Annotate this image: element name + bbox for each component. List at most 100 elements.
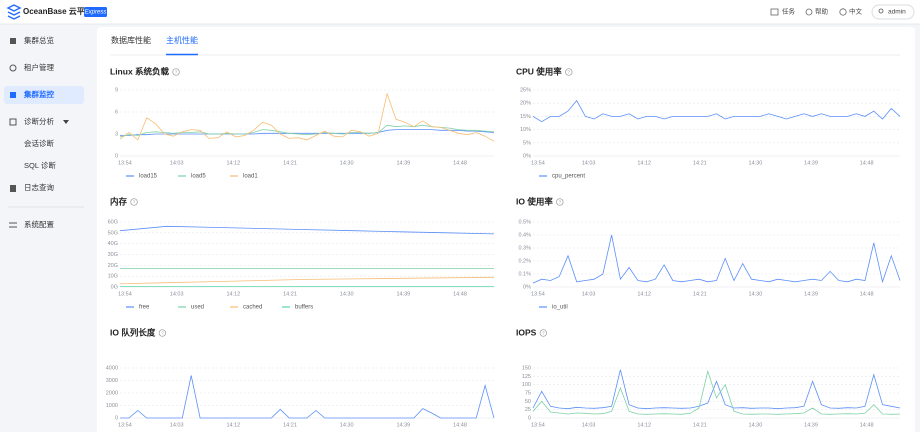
nav-item[interactable]: SQL 诊断 xyxy=(24,160,56,170)
x-tick-label: 14:12 xyxy=(637,291,651,297)
x-tick-label: 14:30 xyxy=(340,160,354,166)
x-tick-label: 14:03 xyxy=(170,291,184,297)
y-tick-label: 125 xyxy=(522,374,531,380)
chart-title: CPU 使用率 xyxy=(516,66,562,76)
help-mark: ? xyxy=(568,69,571,74)
help-icon xyxy=(158,329,166,337)
y-tick-label: 40G xyxy=(108,241,118,247)
y-tick-label: 0 xyxy=(115,153,118,159)
chart-title: Linux 系统负载 xyxy=(110,66,170,76)
nav-link[interactable]: 中文 xyxy=(849,7,863,16)
charts: Linux 系统负载 ? 0 3 6 9 13:54 14:03 14:12 14:21 14:30… xyxy=(106,66,901,428)
help-icon xyxy=(556,198,564,206)
series-line xyxy=(119,92,495,142)
badge-bg xyxy=(84,7,107,17)
x-tick-label: 13:54 xyxy=(118,291,132,297)
x-tick-label: 13:54 xyxy=(531,160,545,166)
x-tick-label: 14:03 xyxy=(170,422,184,428)
y-tick-label: 100 xyxy=(522,382,531,388)
x-tick-label: 14:30 xyxy=(749,160,763,166)
y-tick-label: 25 xyxy=(525,407,531,413)
y-tick-label: 60G xyxy=(108,219,118,225)
y-tick-label: 30G xyxy=(108,252,118,258)
y-tick-label: 0.2% xyxy=(518,258,531,264)
nav-item[interactable]: 日志查询 xyxy=(24,182,54,192)
user-icon xyxy=(878,8,884,14)
y-tick-label: 0 xyxy=(115,415,118,421)
x-tick-label: 14:30 xyxy=(340,422,354,428)
y-tick-label: 15% xyxy=(520,114,531,120)
chart-title: IO 队列长度 xyxy=(110,327,156,337)
y-tick-label: 25% xyxy=(520,87,531,93)
nav-item[interactable]: 租户管理 xyxy=(24,62,54,72)
y-tick-label: 0.3% xyxy=(518,245,531,251)
series-line xyxy=(120,375,495,419)
series-line xyxy=(532,369,901,415)
nav-link[interactable]: 帮助 xyxy=(815,7,829,16)
y-tick-label: 150 xyxy=(522,365,531,371)
x-tick-label: 14:12 xyxy=(637,422,651,428)
y-tick-label: 5% xyxy=(523,140,531,146)
icon xyxy=(9,118,17,126)
y-tick-label: 0G xyxy=(111,284,118,290)
user-name[interactable]: admin xyxy=(888,9,906,16)
nav-item[interactable]: 会话诊断 xyxy=(24,138,54,148)
user-button[interactable] xyxy=(871,4,915,20)
y-tick-label: 2000 xyxy=(106,390,118,396)
y-tick-label: 75 xyxy=(525,390,531,396)
x-tick-label: 14:39 xyxy=(396,422,410,428)
nav-link[interactable]: 任务 xyxy=(782,7,796,16)
x-tick-label: 14:12 xyxy=(226,160,240,166)
help-mark: ? xyxy=(542,330,545,335)
y-tick-label: 9 xyxy=(115,87,118,93)
x-tick-label: 14:39 xyxy=(804,422,818,428)
x-tick-label: 14:39 xyxy=(804,160,818,166)
legend-label: cpu_percent xyxy=(552,174,585,180)
x-tick-label: 13:54 xyxy=(531,422,545,428)
series-line xyxy=(532,99,901,123)
x-tick-label: 14:48 xyxy=(453,160,467,166)
nav-item[interactable]: 集群总览 xyxy=(24,35,54,45)
help-icon xyxy=(565,68,573,76)
nav-item[interactable]: 诊断分析 xyxy=(24,116,54,126)
legend-label: cached xyxy=(243,305,262,311)
y-tick-label: 4000 xyxy=(106,365,118,371)
x-tick-label: 14:03 xyxy=(582,422,596,428)
chart-title: 内存 xyxy=(110,196,128,206)
series-line xyxy=(120,129,495,136)
nav-item[interactable]: 系统配置 xyxy=(24,219,54,229)
nav-item[interactable]: 集群监控 xyxy=(23,89,54,99)
tab-active[interactable]: 主机性能 xyxy=(166,35,198,45)
chart-title: IO 使用率 xyxy=(516,196,553,206)
help-icon xyxy=(539,329,547,337)
y-tick-label: 0.4% xyxy=(518,232,531,238)
x-tick-label: 14:03 xyxy=(582,291,596,297)
y-tick-label: 0.5% xyxy=(518,219,531,225)
y-tick-label: 20% xyxy=(520,101,531,107)
x-tick-label: 14:21 xyxy=(693,160,707,166)
header xyxy=(0,0,920,24)
help-icon xyxy=(130,198,138,206)
x-tick-label: 14:03 xyxy=(170,160,184,166)
logo xyxy=(6,4,22,20)
y-tick-label: 10% xyxy=(520,127,531,133)
tab[interactable]: 数据库性能 xyxy=(111,35,151,45)
legend-label: load5 xyxy=(191,174,206,180)
x-tick-label: 14:12 xyxy=(637,160,651,166)
help-mark: ? xyxy=(161,330,164,335)
x-tick-label: 14:39 xyxy=(396,160,410,166)
y-tick-label: 0.1% xyxy=(518,271,531,277)
icon xyxy=(10,38,16,44)
help-mark: ? xyxy=(559,199,562,204)
icon xyxy=(10,92,16,98)
legend-label: used xyxy=(191,305,204,311)
y-tick-label: 0% xyxy=(523,284,531,290)
y-tick-label: 0% xyxy=(523,153,531,159)
x-tick-label: 14:03 xyxy=(582,160,596,166)
y-tick-label: 1000 xyxy=(106,403,118,409)
x-tick-label: 14:21 xyxy=(283,291,297,297)
x-tick-label: 13:54 xyxy=(118,422,132,428)
x-tick-label: 14:39 xyxy=(396,291,410,297)
help-mark: ? xyxy=(133,199,136,204)
